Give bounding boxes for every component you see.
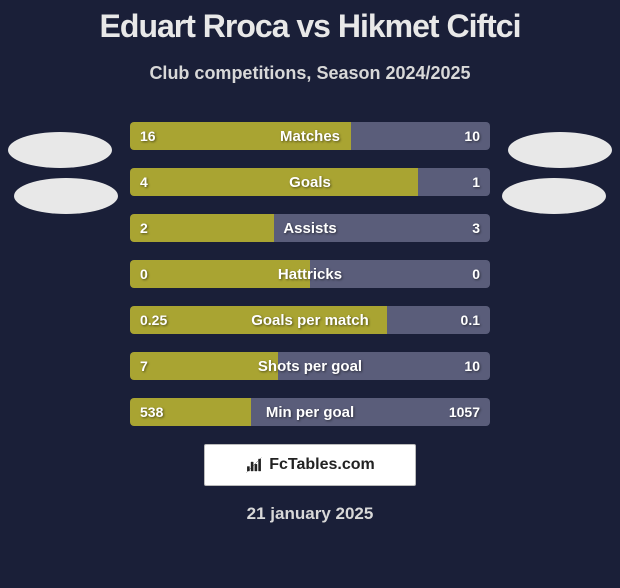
- stat-value-left: 538: [140, 404, 163, 420]
- stat-value-left: 2: [140, 220, 148, 236]
- stat-row: Hattricks 0 0: [130, 260, 490, 288]
- stat-value-left: 7: [140, 358, 148, 374]
- date-text: 21 january 2025: [0, 504, 620, 524]
- stat-value-left: 0: [140, 266, 148, 282]
- stat-row: Shots per goal 7 10: [130, 352, 490, 380]
- page-subtitle: Club competitions, Season 2024/2025: [0, 63, 620, 84]
- chart-area: Matches 16 10 Goals 4 1 Assists 2 3 Hattricks 0 0 Go…: [0, 122, 620, 426]
- branding-box[interactable]: FcTables.com: [204, 444, 416, 486]
- stat-value-right: 0: [472, 266, 480, 282]
- stat-label: Assists: [283, 220, 336, 237]
- stat-value-right: 0.1: [461, 312, 480, 328]
- stat-label: Goals: [289, 174, 331, 191]
- bars-container: Matches 16 10 Goals 4 1 Assists 2 3 Hattricks 0 0 Go…: [130, 122, 490, 426]
- stat-value-right: 10: [464, 358, 480, 374]
- stat-row: Matches 16 10: [130, 122, 490, 150]
- stat-value-left: 16: [140, 128, 156, 144]
- chart-icon: [245, 456, 263, 474]
- page-title: Eduart Rroca vs Hikmet Ciftci: [0, 8, 620, 45]
- avatar-left-1: [8, 132, 112, 168]
- stat-value-right: 1057: [449, 404, 480, 420]
- stat-label: Matches: [280, 128, 340, 145]
- brand-text: FcTables.com: [269, 456, 375, 474]
- stat-label: Goals per match: [251, 312, 369, 329]
- avatar-right-2: [502, 178, 606, 214]
- stat-label: Shots per goal: [258, 358, 362, 375]
- stat-row: Min per goal 538 1057: [130, 398, 490, 426]
- stat-label: Hattricks: [278, 266, 342, 283]
- stat-value-right: 10: [464, 128, 480, 144]
- stat-row: Assists 2 3: [130, 214, 490, 242]
- stat-row: Goals per match 0.25 0.1: [130, 306, 490, 334]
- stat-value-left: 4: [140, 174, 148, 190]
- stat-value-right: 3: [472, 220, 480, 236]
- avatar-left-2: [14, 178, 118, 214]
- stat-label: Min per goal: [266, 404, 354, 421]
- stat-value-right: 1: [472, 174, 480, 190]
- stat-value-left: 0.25: [140, 312, 167, 328]
- avatar-right-1: [508, 132, 612, 168]
- stat-row: Goals 4 1: [130, 168, 490, 196]
